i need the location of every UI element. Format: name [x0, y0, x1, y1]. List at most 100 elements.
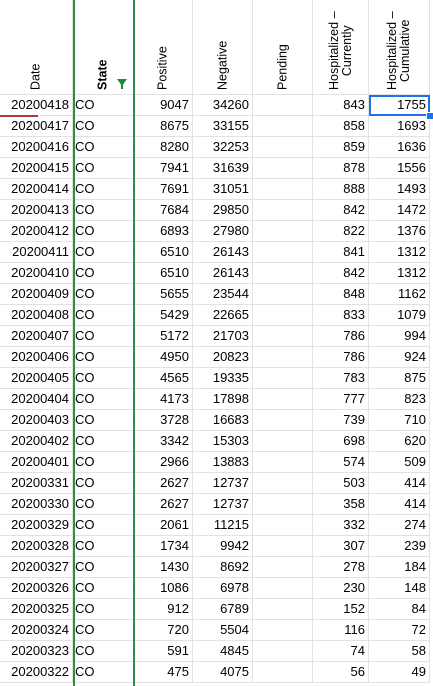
cell-state[interactable]: CO [73, 347, 134, 368]
cell-positive[interactable]: 5172 [134, 326, 193, 347]
cell-hosp-cumulative[interactable]: 710 [369, 410, 430, 431]
cell-state[interactable]: CO [73, 452, 134, 473]
cell-state[interactable]: CO [73, 389, 134, 410]
cell-negative[interactable]: 16683 [193, 410, 253, 431]
cell-positive[interactable]: 2966 [134, 452, 193, 473]
cell-negative[interactable]: 15303 [193, 431, 253, 452]
cell-date[interactable]: 20200331 [0, 473, 73, 494]
cell-negative[interactable]: 6978 [193, 578, 253, 599]
cell-hosp-current[interactable]: 574 [313, 452, 369, 473]
cell-date[interactable]: 20200405 [0, 368, 73, 389]
cell-hosp-current[interactable]: 332 [313, 515, 369, 536]
cell-pending[interactable] [253, 515, 313, 536]
cell-state[interactable]: CO [73, 137, 134, 158]
cell-positive[interactable]: 2627 [134, 473, 193, 494]
cell-hosp-cumulative[interactable]: 184 [369, 557, 430, 578]
cell-pending[interactable] [253, 242, 313, 263]
cell-hosp-current[interactable]: 833 [313, 305, 369, 326]
cell-positive[interactable]: 1734 [134, 536, 193, 557]
cell-negative[interactable]: 20823 [193, 347, 253, 368]
cell-hosp-cumulative[interactable]: 924 [369, 347, 430, 368]
cell-negative[interactable]: 22665 [193, 305, 253, 326]
cell-pending[interactable] [253, 494, 313, 515]
cell-state[interactable]: CO [73, 515, 134, 536]
cell-positive[interactable]: 3342 [134, 431, 193, 452]
cell-pending[interactable] [253, 326, 313, 347]
cell-negative[interactable]: 5504 [193, 620, 253, 641]
header-hosp-current[interactable]: Hospitalized – Currently [313, 0, 369, 95]
cell-pending[interactable] [253, 347, 313, 368]
cell-hosp-current[interactable]: 842 [313, 263, 369, 284]
cell-hosp-current[interactable]: 503 [313, 473, 369, 494]
cell-hosp-cumulative[interactable]: 148 [369, 578, 430, 599]
cell-pending[interactable] [253, 452, 313, 473]
cell-hosp-cumulative[interactable]: 1472 [369, 200, 430, 221]
cell-negative[interactable]: 31051 [193, 179, 253, 200]
cell-hosp-current[interactable]: 783 [313, 368, 369, 389]
cell-date[interactable]: 20200401 [0, 452, 73, 473]
cell-date[interactable]: 20200415 [0, 158, 73, 179]
cell-state[interactable]: CO [73, 473, 134, 494]
cell-positive[interactable]: 475 [134, 662, 193, 683]
cell-hosp-current[interactable]: 116 [313, 620, 369, 641]
cell-positive[interactable]: 2061 [134, 515, 193, 536]
cell-positive[interactable]: 591 [134, 641, 193, 662]
cell-hosp-current[interactable]: 848 [313, 284, 369, 305]
cell-hosp-current[interactable]: 888 [313, 179, 369, 200]
cell-hosp-cumulative[interactable]: 620 [369, 431, 430, 452]
cell-negative[interactable]: 34260 [193, 95, 253, 116]
cell-negative[interactable]: 12737 [193, 473, 253, 494]
cell-date[interactable]: 20200322 [0, 662, 73, 683]
cell-negative[interactable]: 17898 [193, 389, 253, 410]
cell-date[interactable]: 20200417 [0, 116, 73, 137]
cell-negative[interactable]: 23544 [193, 284, 253, 305]
header-hosp-cumulative[interactable]: Hospitalized – Cumulative [369, 0, 430, 95]
cell-negative[interactable]: 26143 [193, 263, 253, 284]
cell-positive[interactable]: 6893 [134, 221, 193, 242]
cell-pending[interactable] [253, 305, 313, 326]
cell-negative[interactable]: 4075 [193, 662, 253, 683]
cell-hosp-cumulative[interactable]: 49 [369, 662, 430, 683]
cell-hosp-current[interactable]: 307 [313, 536, 369, 557]
cell-positive[interactable]: 6510 [134, 242, 193, 263]
cell-pending[interactable] [253, 620, 313, 641]
cell-hosp-cumulative[interactable]: 239 [369, 536, 430, 557]
cell-date[interactable]: 20200408 [0, 305, 73, 326]
cell-hosp-current[interactable]: 822 [313, 221, 369, 242]
cell-hosp-current[interactable]: 152 [313, 599, 369, 620]
cell-state[interactable]: CO [73, 494, 134, 515]
cell-negative[interactable]: 27980 [193, 221, 253, 242]
cell-positive[interactable]: 1430 [134, 557, 193, 578]
cell-positive[interactable]: 4173 [134, 389, 193, 410]
cell-positive[interactable]: 5429 [134, 305, 193, 326]
cell-hosp-cumulative[interactable]: 1556 [369, 158, 430, 179]
cell-pending[interactable] [253, 536, 313, 557]
cell-positive[interactable]: 7691 [134, 179, 193, 200]
cell-date[interactable]: 20200330 [0, 494, 73, 515]
cell-state[interactable]: CO [73, 536, 134, 557]
cell-hosp-current[interactable]: 859 [313, 137, 369, 158]
cell-negative[interactable]: 26143 [193, 242, 253, 263]
cell-hosp-current[interactable]: 358 [313, 494, 369, 515]
cell-date[interactable]: 20200407 [0, 326, 73, 347]
cell-state[interactable]: CO [73, 116, 134, 137]
cell-state[interactable]: CO [73, 578, 134, 599]
cell-pending[interactable] [253, 389, 313, 410]
cell-hosp-cumulative[interactable]: 274 [369, 515, 430, 536]
cell-hosp-cumulative[interactable]: 1493 [369, 179, 430, 200]
cell-date[interactable]: 20200323 [0, 641, 73, 662]
cell-negative[interactable]: 31639 [193, 158, 253, 179]
cell-state[interactable]: CO [73, 410, 134, 431]
cell-hosp-cumulative[interactable]: 1376 [369, 221, 430, 242]
cell-positive[interactable]: 9047 [134, 95, 193, 116]
cell-date[interactable]: 20200418 [0, 95, 73, 116]
cell-hosp-cumulative[interactable]: 84 [369, 599, 430, 620]
cell-hosp-current[interactable]: 230 [313, 578, 369, 599]
header-date[interactable]: Date [0, 0, 73, 95]
cell-pending[interactable] [253, 410, 313, 431]
filter-icon[interactable] [117, 79, 127, 89]
cell-hosp-cumulative[interactable]: 72 [369, 620, 430, 641]
cell-date[interactable]: 20200329 [0, 515, 73, 536]
cell-negative[interactable]: 29850 [193, 200, 253, 221]
cell-date[interactable]: 20200325 [0, 599, 73, 620]
